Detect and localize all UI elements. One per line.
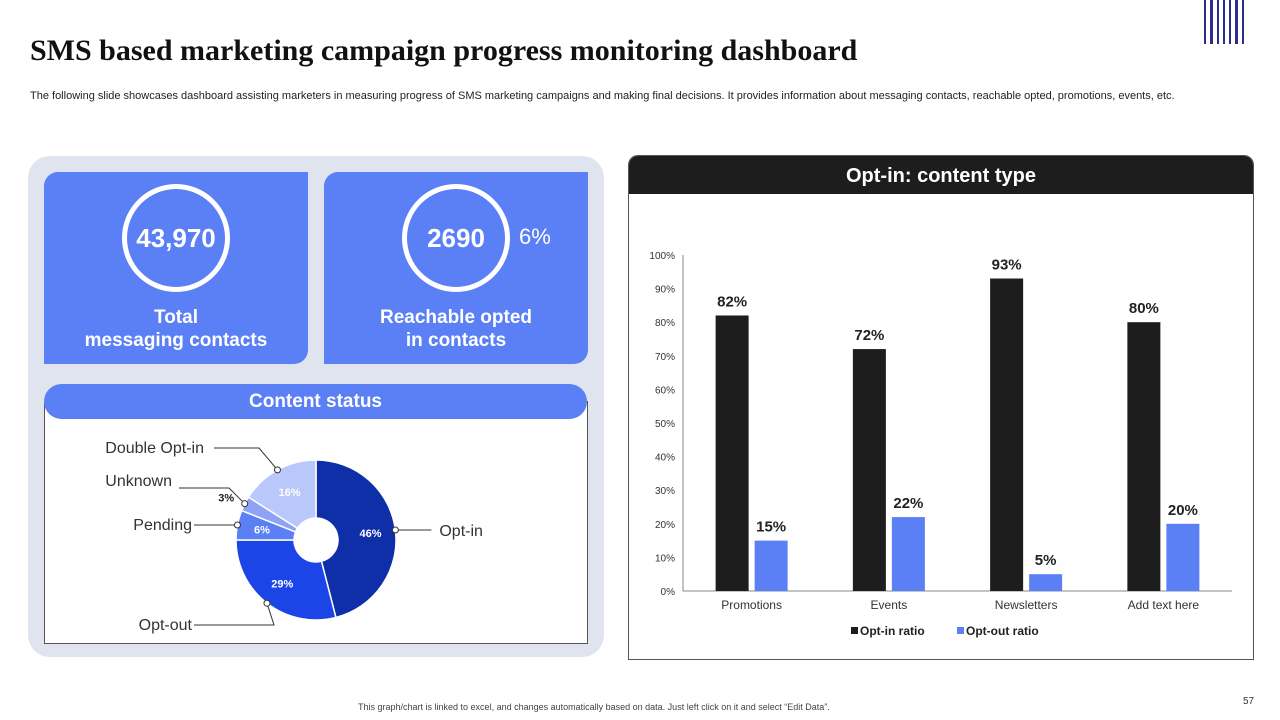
pie-data-label-unknown: 3% bbox=[218, 492, 234, 504]
bar-opt-in-ratio-newsletters bbox=[990, 278, 1024, 591]
page-subtitle: The following slide showcases dashboard … bbox=[30, 90, 1175, 102]
kpi-reachable-value: 2690 bbox=[402, 184, 510, 292]
kpi-reachable-percent: 6% bbox=[519, 224, 551, 249]
bar-opt-out-ratio-add-text-here bbox=[1166, 523, 1200, 591]
pie-slice-double-opt-in bbox=[247, 459, 317, 530]
kpi-total-value: 43,970 bbox=[122, 184, 230, 292]
bar-opt-in-ratio-promotions bbox=[715, 315, 749, 591]
bar-data-label: 15% bbox=[756, 519, 786, 536]
page-title: SMS based marketing campaign progress mo… bbox=[30, 34, 858, 67]
kpi-reachable-label: Reachable opted in contacts bbox=[324, 306, 588, 352]
bar-opt-in-ratio-events bbox=[852, 349, 886, 591]
bar-opt-in-ratio-add-text-here bbox=[1127, 322, 1161, 591]
y-tick-label: 0% bbox=[661, 587, 676, 598]
y-tick-label: 10% bbox=[655, 553, 675, 564]
bar-data-label: 93% bbox=[992, 257, 1022, 274]
bar-opt-out-ratio-promotions bbox=[754, 540, 788, 591]
pie-data-label-double-opt-in: 16% bbox=[278, 487, 300, 499]
kpi-total-label: Total messaging contacts bbox=[44, 306, 308, 352]
opt-in-chart-box: Opt-in: content type 0% 10% 20% 30% 40% 50% 60… bbox=[628, 155, 1254, 660]
content-status-title: Content status bbox=[44, 384, 587, 419]
pie-category-pending: Pending bbox=[133, 517, 192, 534]
y-tick-label: 100% bbox=[649, 251, 675, 262]
y-tick-label: 20% bbox=[655, 520, 675, 531]
x-tick-label-newsletters: Newsletters bbox=[995, 598, 1058, 612]
pie-leader-dot-pending bbox=[233, 521, 241, 529]
legend-swatch-opt-in-ratio bbox=[851, 627, 858, 634]
pie-category-opt-out: Opt-out bbox=[139, 617, 193, 634]
pie-leader-double-opt-in bbox=[214, 447, 278, 471]
pie-slice-opt-in bbox=[315, 459, 397, 619]
kpi-reachable-label-line1: Reachable opted bbox=[379, 307, 533, 328]
pie-data-label-opt-out: 29% bbox=[271, 578, 293, 590]
kpi-total-label-line1: Total bbox=[154, 307, 198, 328]
bar-opt-out-ratio-events bbox=[891, 517, 925, 591]
footer-note: This graph/chart is linked to excel, and… bbox=[358, 702, 830, 712]
pie-category-unknown: Unknown bbox=[105, 473, 172, 490]
page-number: 57 bbox=[1243, 696, 1255, 707]
content-status-pie-chart: 46% Opt-in 29% Opt-out 6% Pending 3% Unknown 16%… bbox=[105, 440, 483, 634]
bar-data-label: 22% bbox=[893, 495, 923, 512]
bar-data-label: 72% bbox=[854, 327, 884, 344]
x-tick-label-promotions: Promotions bbox=[721, 598, 782, 612]
y-tick-label: 60% bbox=[655, 385, 675, 396]
bar-opt-out-ratio-newsletters bbox=[1029, 574, 1063, 591]
kpi-reachable-card: 2690 6% Reachable opted in contacts bbox=[324, 172, 588, 364]
kpi-total-label-line2: messaging contacts bbox=[84, 330, 268, 351]
kpi-reachable-label-line2: in contacts bbox=[405, 330, 507, 351]
opt-in-chart-title: Opt-in: content type bbox=[629, 156, 1253, 194]
opt-in-bar-chart: 0% 10% 20% 30% 40% 50% 60% 70% 80% 90% 100% 82% 15% P… bbox=[649, 251, 1232, 638]
bar-data-label: 20% bbox=[1168, 502, 1198, 519]
y-tick-label: 50% bbox=[655, 419, 675, 430]
pie-leader-unknown bbox=[179, 487, 246, 505]
pie-data-label-pending: 6% bbox=[254, 525, 270, 537]
y-tick-label: 90% bbox=[655, 285, 675, 296]
pie-category-opt-in: Opt-in bbox=[439, 523, 483, 540]
legend-label-opt-out-ratio: Opt-out ratio bbox=[966, 624, 1039, 638]
decorative-stripes-icon bbox=[1204, 0, 1244, 44]
bar-data-label: 82% bbox=[717, 293, 747, 310]
y-tick-label: 80% bbox=[655, 318, 675, 329]
y-tick-label: 70% bbox=[655, 352, 675, 363]
pie-leader-dot-double-opt-in bbox=[273, 466, 281, 474]
legend-label-opt-in-ratio: Opt-in ratio bbox=[860, 624, 925, 638]
y-tick-label: 40% bbox=[655, 453, 675, 464]
legend-swatch-opt-out-ratio bbox=[957, 627, 964, 634]
bar-data-label: 5% bbox=[1035, 552, 1057, 569]
pie-leader-opt-out bbox=[194, 603, 275, 626]
y-tick-label: 30% bbox=[655, 486, 675, 497]
bar-data-label: 80% bbox=[1129, 300, 1159, 317]
x-tick-label-add-text-here: Add text here bbox=[1128, 598, 1200, 612]
pie-leader-dot-opt-in bbox=[391, 526, 399, 534]
pie-category-double-opt-in: Double Opt-in bbox=[105, 440, 204, 457]
x-tick-label-events: Events bbox=[871, 598, 908, 612]
kpi-total-card: 43,970 Total messaging contacts bbox=[44, 172, 308, 364]
pie-data-label-opt-in: 46% bbox=[360, 528, 382, 540]
pie-leader-dot-opt-out bbox=[263, 599, 271, 607]
pie-slice-opt-out bbox=[235, 539, 337, 621]
pie-leader-dot-unknown bbox=[241, 500, 249, 508]
